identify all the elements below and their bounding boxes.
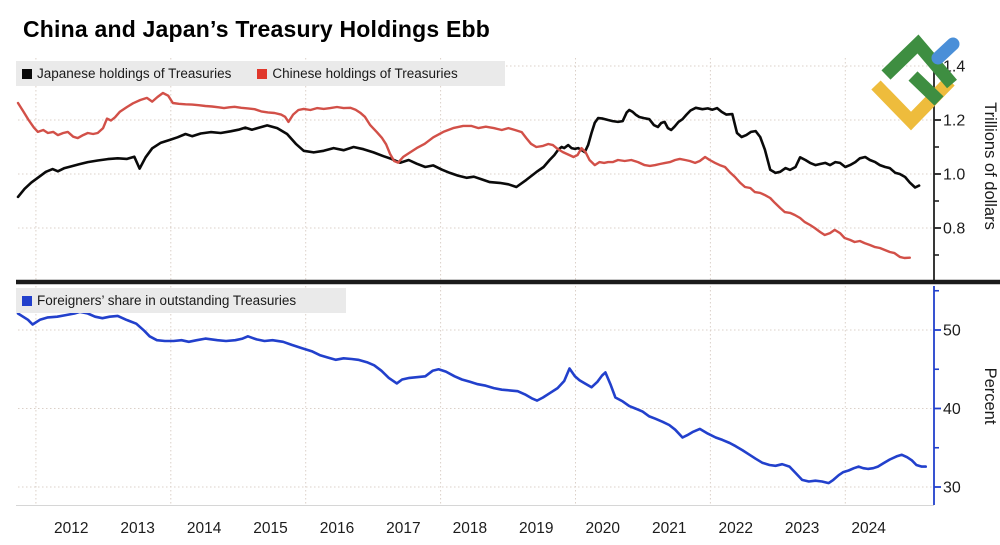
x-tick-label: 2016 xyxy=(320,520,354,537)
y-tick-label: 0.8 xyxy=(943,221,965,238)
x-tick-label: 2024 xyxy=(851,520,886,537)
x-tick-label: 2023 xyxy=(785,520,819,537)
x-tick-label: 2022 xyxy=(718,520,752,537)
legend-label-foreign-share: Foreigners’ share in outstanding Treasur… xyxy=(37,293,297,308)
y-axis-title: Trillions of dollars xyxy=(981,102,999,230)
japan-series-swatch-icon xyxy=(22,68,32,79)
x-tick-label: 2014 xyxy=(187,520,222,537)
legend-item-china: Chinese holdings of Treasuries xyxy=(257,66,458,81)
y-axis-title: Percent xyxy=(981,368,999,425)
x-tick-label: 2021 xyxy=(652,520,686,537)
y-tick-label: 1.2 xyxy=(943,113,965,130)
series-line-china xyxy=(16,91,911,260)
x-tick-label: 2017 xyxy=(386,520,420,537)
series-line-foreign-share xyxy=(16,310,927,485)
legend-item-foreign-share: Foreigners’ share in outstanding Treasur… xyxy=(22,293,296,308)
x-tick-label: 2013 xyxy=(120,520,154,537)
x-tick-label: 2012 xyxy=(54,520,88,537)
legend-item-japan: Japanese holdings of Treasuries xyxy=(22,66,231,81)
y-tick-label: 30 xyxy=(943,480,961,497)
x-tick-label: 2020 xyxy=(586,520,621,537)
x-tick-label: 2015 xyxy=(253,520,287,537)
legend-bottom: Foreigners’ share in outstanding Treasur… xyxy=(16,288,346,313)
series-line-japan xyxy=(16,106,921,199)
legend-label-japan: Japanese holdings of Treasuries xyxy=(37,66,232,81)
x-tick-label: 2019 xyxy=(519,520,553,537)
y-tick-label: 50 xyxy=(943,323,961,340)
chart-title: China and Japan’s Treasury Holdings Ebb xyxy=(23,16,491,42)
legend-top: Japanese holdings of Treasuries Chinese … xyxy=(16,61,505,86)
x-tick-label: 2018 xyxy=(453,520,487,537)
foreign-share-swatch-icon xyxy=(22,295,32,306)
y-tick-label: 1.4 xyxy=(943,59,965,76)
china-series-swatch-icon xyxy=(257,68,268,79)
y-tick-label: 1.0 xyxy=(943,167,965,184)
y-tick-label: 40 xyxy=(943,401,961,418)
legend-label-china: Chinese holdings of Treasuries xyxy=(272,66,458,81)
